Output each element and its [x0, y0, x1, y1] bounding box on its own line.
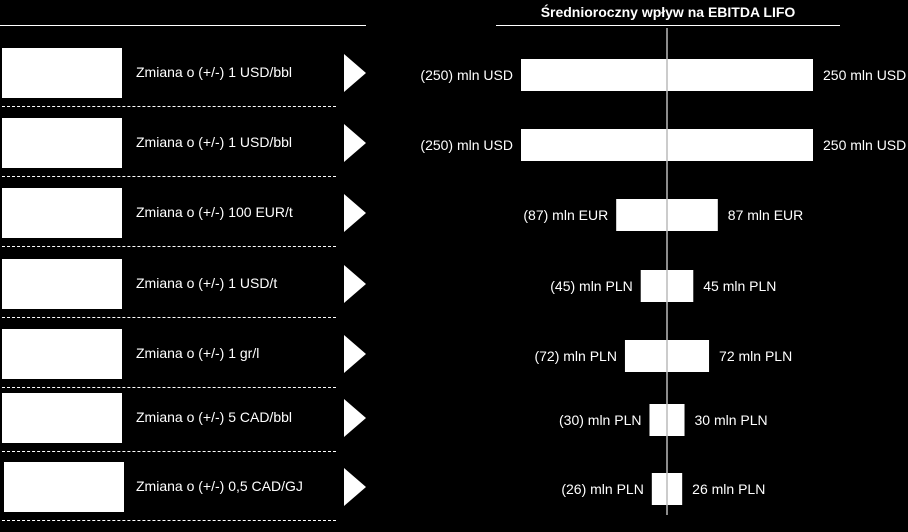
- negative-value-label: (45) mln PLN: [550, 278, 632, 294]
- row-label: Zmiana o (+/-) 1 gr/l: [136, 345, 260, 361]
- sensitivity-row: Zmiana o (+/-) 1 USD/bbl: [0, 48, 366, 118]
- arrow-right-icon: [344, 54, 366, 92]
- negative-value-label: (87) mln EUR: [523, 207, 608, 223]
- negative-value-label: (26) mln PLN: [561, 481, 643, 497]
- row-box: [2, 188, 122, 238]
- row-label: Zmiana o (+/-) 1 USD/bbl: [136, 64, 292, 80]
- row-separator: [2, 106, 336, 107]
- row-label: Zmiana o (+/-) 0,5 CAD/GJ: [136, 478, 303, 494]
- positive-value-label: 45 mln PLN: [703, 278, 776, 294]
- sensitivity-row: Zmiana o (+/-) 1 USD/t: [0, 259, 366, 329]
- row-label: Zmiana o (+/-) 100 EUR/t: [136, 204, 293, 220]
- row-separator: [2, 387, 336, 388]
- row-box: [2, 259, 122, 309]
- row-box: [2, 118, 122, 168]
- arrow-right-icon: [344, 335, 366, 373]
- positive-value-label: 26 mln PLN: [692, 481, 765, 497]
- positive-value-label: 250 mln USD: [823, 137, 906, 153]
- chart-title: Średnioroczny wpływ na EBITDA LIFO: [540, 4, 796, 20]
- positive-value-label: 72 mln PLN: [719, 348, 792, 364]
- positive-value-label: 30 mln PLN: [695, 412, 768, 428]
- negative-value-label: (250) mln USD: [420, 137, 513, 153]
- arrow-right-icon: [344, 399, 366, 437]
- positive-value-label: 250 mln USD: [823, 67, 906, 83]
- tornado-chart: (250) mln USD 250 mln USD (250) mln USD 250…: [420, 28, 906, 515]
- row-separator: [2, 520, 336, 521]
- row-separator: [2, 246, 336, 247]
- arrow-right-icon: [344, 124, 366, 162]
- top-rule: [0, 25, 366, 26]
- row-separator: [2, 317, 336, 318]
- sensitivity-row: Zmiana o (+/-) 1 USD/bbl: [0, 118, 366, 188]
- sensitivity-row: Zmiana o (+/-) 100 EUR/t: [0, 188, 366, 258]
- negative-value-label: (30) mln PLN: [559, 412, 641, 428]
- negative-value-label: (72) mln PLN: [534, 348, 616, 364]
- row-box: [2, 329, 122, 379]
- row-separator: [2, 451, 336, 452]
- sensitivity-row: Zmiana o (+/-) 5 CAD/bbl: [0, 393, 366, 463]
- row-label: Zmiana o (+/-) 1 USD/bbl: [136, 134, 292, 150]
- arrow-right-icon: [344, 265, 366, 303]
- title-rule: [496, 25, 840, 26]
- row-separator: [2, 176, 336, 177]
- arrow-right-icon: [344, 194, 366, 232]
- arrow-right-icon: [344, 468, 366, 506]
- positive-value-label: 87 mln EUR: [728, 207, 803, 223]
- sensitivity-row: Zmiana o (+/-) 1 gr/l: [0, 329, 366, 399]
- row-label: Zmiana o (+/-) 5 CAD/bbl: [136, 409, 292, 425]
- row-label: Zmiana o (+/-) 1 USD/t: [136, 275, 278, 291]
- row-box: [2, 393, 122, 443]
- sensitivity-row: Zmiana o (+/-) 0,5 CAD/GJ: [0, 462, 366, 532]
- negative-value-label: (250) mln USD: [420, 67, 513, 83]
- row-box: [2, 48, 122, 98]
- row-box: [4, 462, 124, 512]
